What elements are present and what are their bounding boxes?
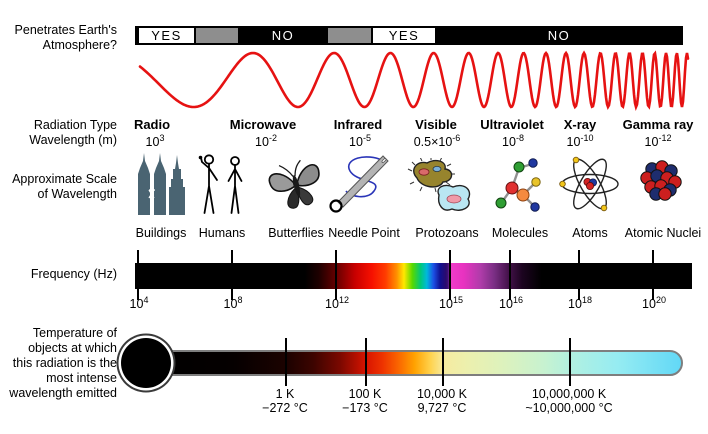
frequency-tick-label: 1016 bbox=[499, 295, 523, 312]
frequency-tick bbox=[509, 250, 511, 300]
band-gammaray: Gamma ray bbox=[622, 117, 694, 132]
wavelength-radio: 103 bbox=[145, 133, 165, 150]
radiation-row-label: Radiation Type Wavelength (m) bbox=[29, 118, 117, 147]
atmosphere-row-label: Penetrates Earth's Atmosphere? bbox=[14, 23, 117, 52]
frequency-tick bbox=[578, 250, 580, 300]
frequency-tick-label: 1012 bbox=[325, 295, 349, 312]
frequency-tick-label: 108 bbox=[223, 295, 243, 312]
molecule-icon bbox=[495, 158, 541, 212]
em-wave-icon bbox=[138, 50, 690, 111]
band-microwave: Microwave bbox=[229, 117, 297, 132]
thermometer-bulb-icon bbox=[121, 338, 171, 388]
frequency-tick-label: 1020 bbox=[642, 295, 666, 312]
scale-label-molecules: Molecules bbox=[491, 226, 549, 240]
wavelength-microwave: 10-2 bbox=[255, 133, 277, 150]
frequency-tick bbox=[137, 250, 139, 300]
wavelength-infrared: 10-5 bbox=[349, 133, 371, 150]
scale-label-butterflies: Butterflies bbox=[268, 226, 324, 240]
wavelength-gammaray: 10-12 bbox=[644, 133, 672, 150]
wavelength-visible: 0.5×10-6 bbox=[413, 133, 461, 150]
atmosphere-segment-yes: YES bbox=[137, 28, 196, 43]
frequency-tick bbox=[231, 250, 233, 300]
band-radio: Radio bbox=[133, 117, 171, 132]
temperature-tick bbox=[285, 338, 287, 386]
band-infrared: Infrared bbox=[333, 117, 383, 132]
atomic-nucleus-icon bbox=[640, 160, 682, 201]
atmosphere-segment-no: NO bbox=[238, 28, 328, 43]
scale-label-humans: Humans bbox=[198, 226, 246, 240]
temperature-row-label: Temperature of objects at which this rad… bbox=[9, 326, 117, 400]
band-visible: Visible bbox=[415, 117, 457, 132]
atmosphere-segment-no: NO bbox=[437, 28, 681, 43]
frequency-tick bbox=[449, 250, 451, 300]
protozoans-icon bbox=[407, 156, 471, 211]
band-xray: X-ray bbox=[563, 117, 597, 132]
frequency-tick bbox=[335, 250, 337, 300]
buildings-icon bbox=[138, 153, 185, 215]
scale-label-protozoans: Protozoans bbox=[415, 226, 479, 240]
temperature-tick bbox=[569, 338, 571, 386]
scale-label-atoms: Atoms bbox=[572, 226, 608, 240]
wavelength-xray: 10-10 bbox=[566, 133, 594, 150]
frequency-tick-label: 1018 bbox=[568, 295, 592, 312]
temperature-label: 100 K −173 °C bbox=[342, 387, 388, 415]
atmosphere-bar: YES NO YES NO bbox=[135, 26, 683, 45]
band-ultraviolet: Ultraviolet bbox=[480, 117, 544, 132]
scale-label-needle-point: Needle Point bbox=[328, 226, 400, 240]
frequency-tick bbox=[652, 250, 654, 300]
humans-icon bbox=[198, 154, 243, 214]
scale-label-buildings: Buildings bbox=[135, 226, 187, 240]
temperature-label: 10,000 K 9,727 °C bbox=[416, 387, 468, 415]
frequency-tick-label: 104 bbox=[129, 295, 149, 312]
temperature-tick bbox=[442, 338, 444, 386]
atmosphere-segment-partial bbox=[328, 28, 371, 43]
butterfly-icon bbox=[268, 159, 320, 209]
atom-icon bbox=[559, 156, 619, 212]
frequency-row-label: Frequency (Hz) bbox=[30, 267, 117, 281]
atmosphere-segment-partial bbox=[196, 28, 238, 43]
frequency-tick-label: 1015 bbox=[439, 295, 463, 312]
temperature-label: 10,000,000 K ~10,000,000 °C bbox=[525, 387, 613, 415]
needle-icon bbox=[329, 155, 389, 213]
frequency-spectrum-bar bbox=[135, 263, 692, 289]
scale-row-label: Approximate Scale of Wavelength bbox=[12, 172, 117, 201]
temperature-tick bbox=[365, 338, 367, 386]
temperature-label: 1 K −272 °C bbox=[262, 387, 308, 415]
atmosphere-segment-yes: YES bbox=[371, 28, 437, 43]
scale-label-atomic-nuclei: Atomic Nuclei bbox=[624, 226, 702, 240]
wavelength-ultraviolet: 10-8 bbox=[502, 133, 524, 150]
thermometer-tube bbox=[146, 350, 683, 376]
